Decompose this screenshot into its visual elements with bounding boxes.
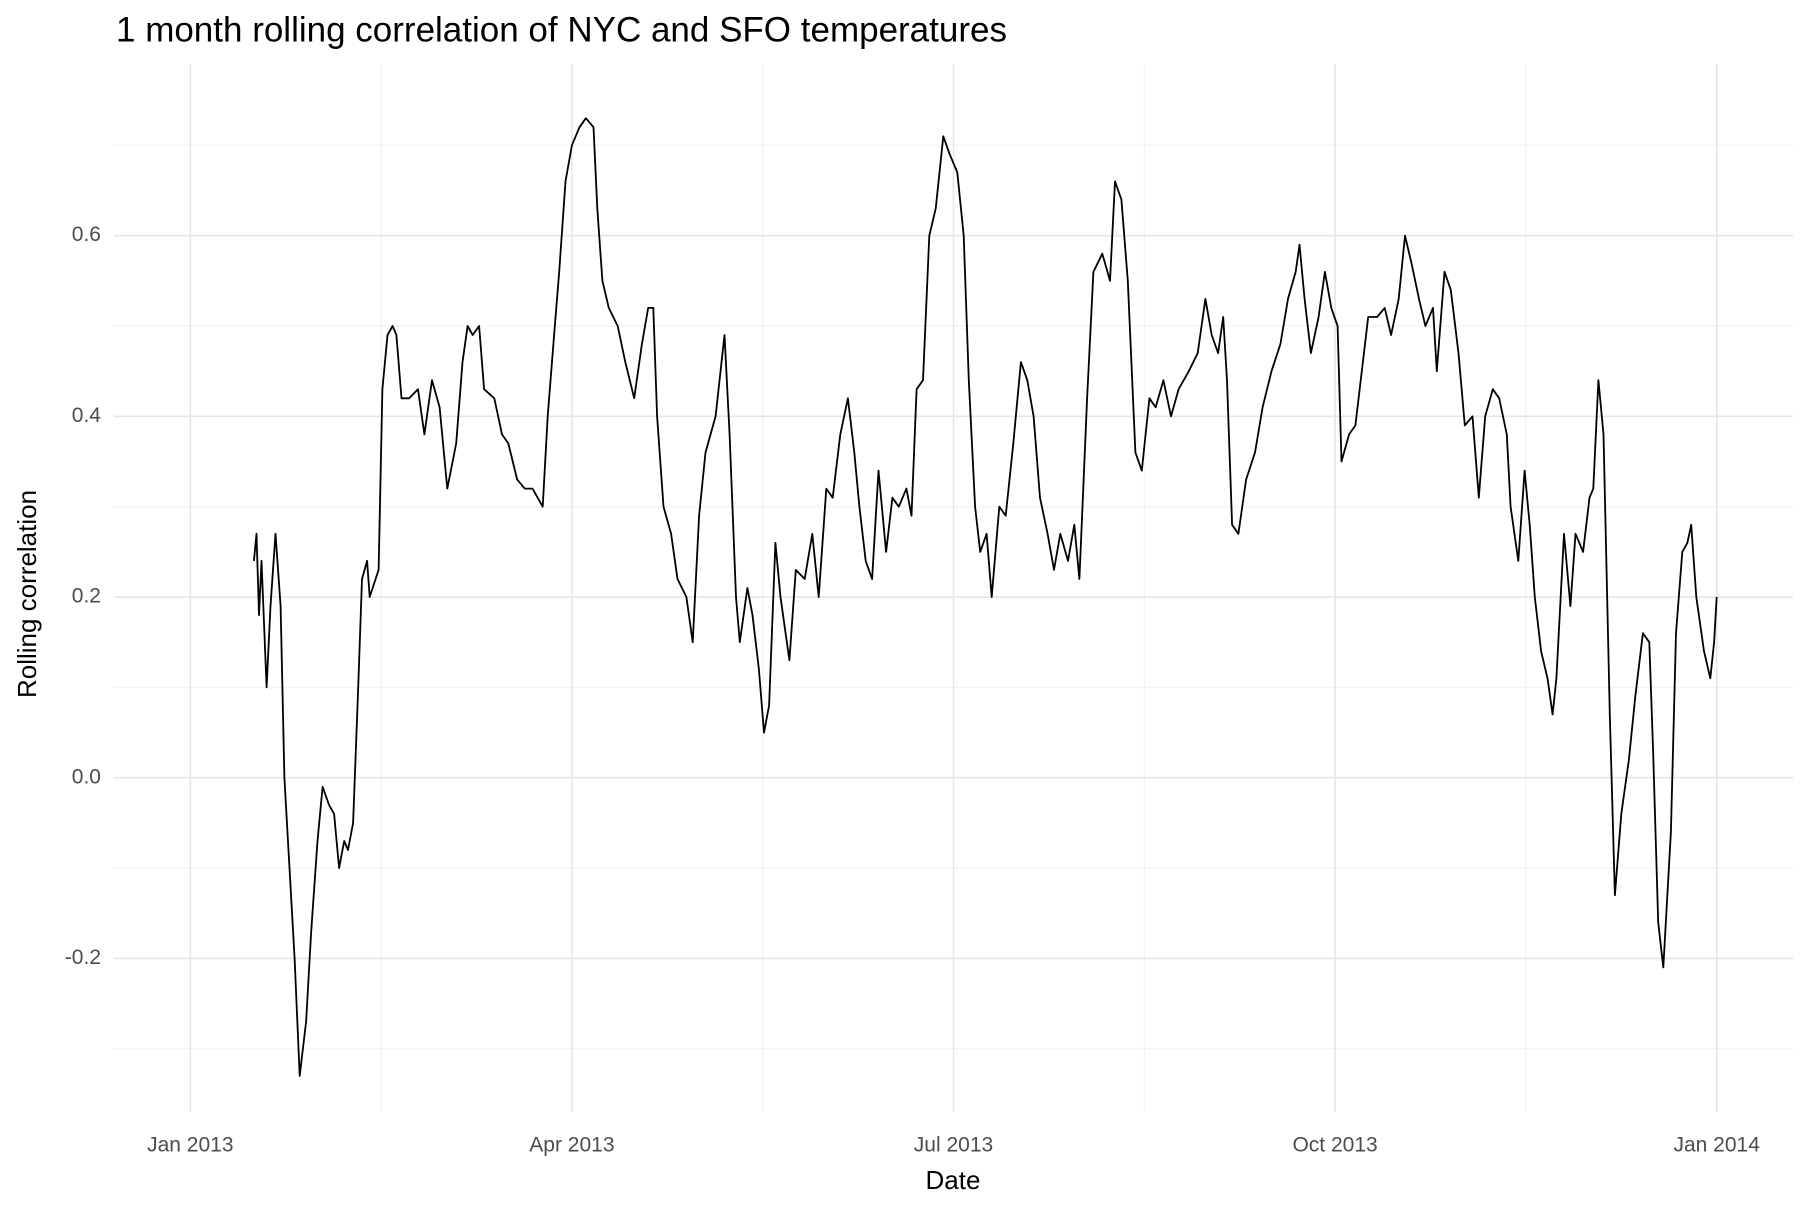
x-axis-title: Date xyxy=(926,1165,981,1195)
y-tick-label: -0.2 xyxy=(65,946,101,969)
x-tick-label: Jan 2013 xyxy=(147,1134,233,1157)
x-tick-label: Jan 2014 xyxy=(1673,1134,1760,1157)
data-line xyxy=(253,117,1718,1077)
y-tick-label: 0.6 xyxy=(72,223,101,246)
y-axis-title: Rolling correlation xyxy=(12,490,42,698)
y-tick-label: 0.0 xyxy=(72,765,101,788)
y-tick-label: 0.2 xyxy=(72,585,101,608)
y-tick-label: 0.4 xyxy=(72,404,102,427)
x-tick-label: Jul 2013 xyxy=(914,1134,993,1157)
x-tick-label: Apr 2013 xyxy=(529,1134,614,1157)
x-tick-label: Oct 2013 xyxy=(1292,1134,1377,1157)
chart-title: 1 month rolling correlation of NYC and S… xyxy=(116,10,1007,49)
